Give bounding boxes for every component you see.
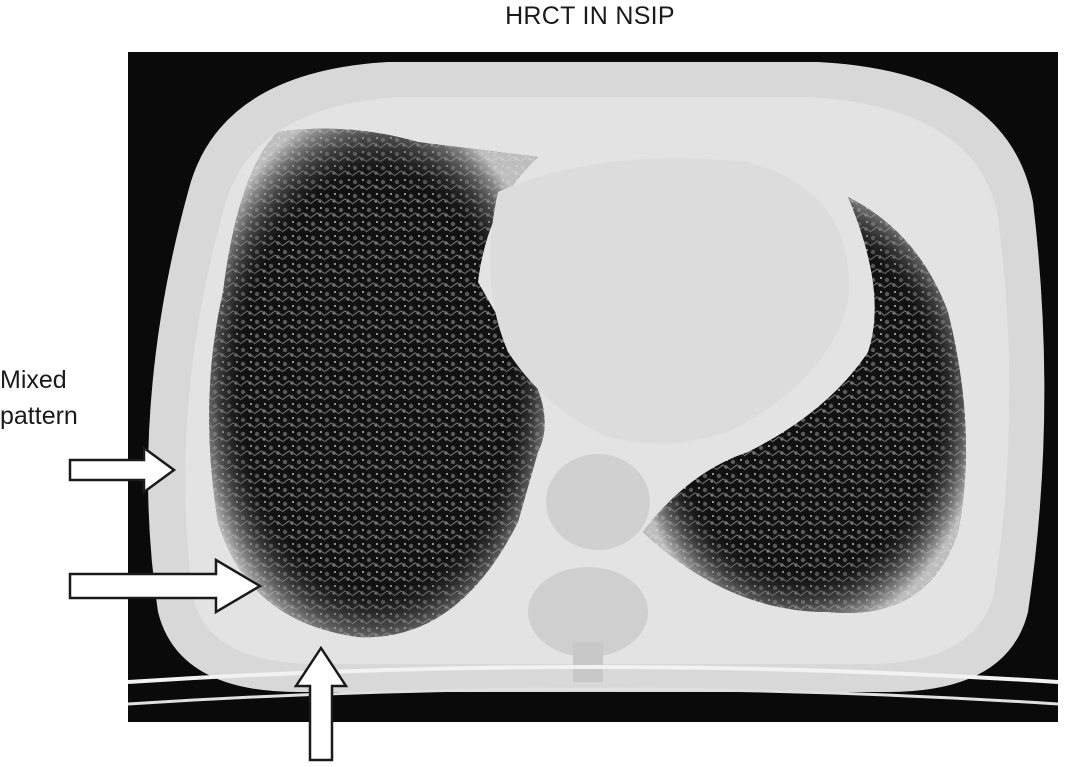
annotation-line-1: Mixed <box>0 366 67 394</box>
annotation-line-2: pattern <box>0 402 78 430</box>
heart <box>490 158 849 444</box>
up-arrow-icon <box>293 646 349 762</box>
aorta <box>546 454 650 550</box>
figure-title: HRCT IN NSIP <box>505 2 675 30</box>
ct-scan-image <box>128 52 1058 722</box>
spine <box>528 567 648 657</box>
scanner-table <box>128 665 1058 684</box>
right-arrow-icon <box>68 558 263 614</box>
vertebral-process <box>573 642 603 682</box>
right-arrow-icon <box>68 446 177 494</box>
annotation-label: Mixed pattern <box>0 362 130 434</box>
ct-scan-drawing <box>128 62 1058 706</box>
